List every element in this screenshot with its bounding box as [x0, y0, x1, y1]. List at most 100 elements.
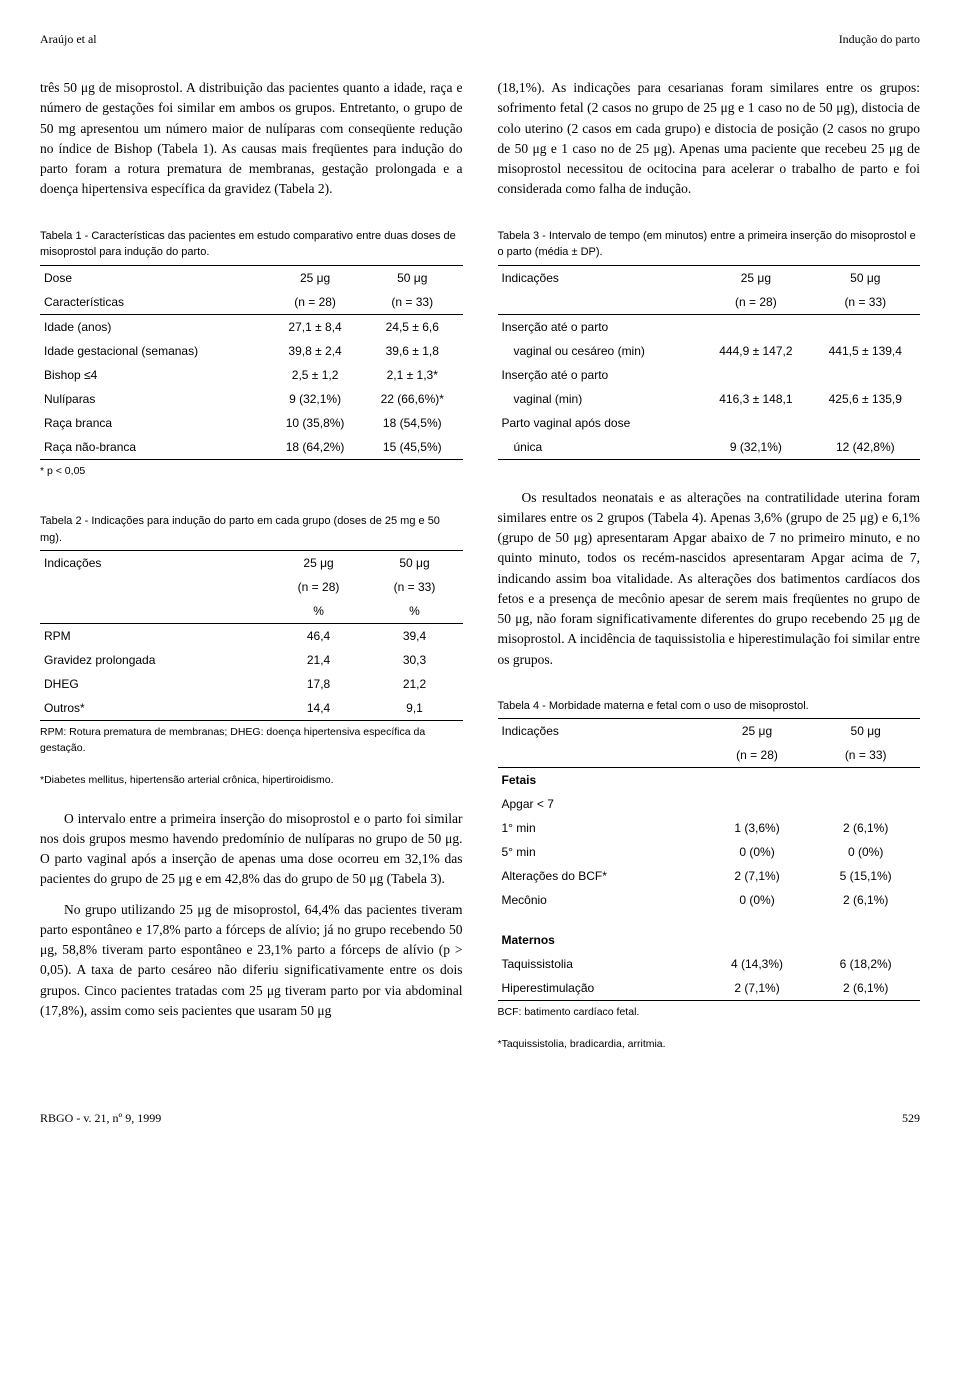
table4-fetais-header: Fetais — [498, 768, 921, 793]
table-cell: 444,9 ± 147,2 — [701, 339, 810, 363]
table4-col-50: 50 μg — [811, 719, 920, 744]
right-column: Tabela 3 - Intervalo de tempo (em minuto… — [498, 210, 921, 1069]
table1-dose-header: Dose — [40, 265, 268, 290]
table-cell: 14,4 — [271, 696, 367, 721]
table4-apgar-header: Apgar < 7 — [498, 792, 703, 816]
table-row-label: 1° min — [498, 816, 703, 840]
table-row-label: 5° min — [498, 840, 703, 864]
top-left-paragraph: três 50 μg de misoprostol. A distribuiçã… — [40, 78, 463, 200]
table-row-label: Idade gestacional (semanas) — [40, 339, 268, 363]
table-row-sublabel: vaginal (min) — [498, 387, 702, 411]
table2-col-25: 25 μg — [271, 551, 367, 576]
table4-n33: (n = 33) — [811, 743, 920, 768]
table-cell: 4 (14,3%) — [703, 952, 812, 976]
footer-journal: RBGO - v. 21, nº 9, 1999 — [40, 1109, 161, 1127]
table-cell: 2,5 ± 1,2 — [268, 363, 362, 387]
table4-caption: Tabela 4 - Morbidade materna e fetal com… — [498, 680, 921, 715]
table-cell: 46,4 — [271, 624, 367, 649]
table-cell: 18 (54,5%) — [362, 411, 462, 435]
page-header: Araújo et al Indução do parto — [40, 30, 920, 48]
table4-note2: *Taquissistolia, bradicardia, arritmia. — [498, 1037, 921, 1053]
table4-ind-header: Indicações — [498, 719, 703, 744]
table-row-label: Raça não-branca — [40, 435, 268, 460]
table4-note1: BCF: batimento cardíaco fetal. — [498, 1005, 921, 1021]
table1-n25: (n = 28) — [268, 290, 362, 315]
table4: Indicações 25 μg 50 μg (n = 28) (n = 33)… — [498, 718, 921, 1001]
table-row-label: RPM — [40, 624, 271, 649]
table-cell: 9 (32,1%) — [701, 435, 810, 460]
table-cell: 21,2 — [367, 672, 463, 696]
table1-char-header: Características — [40, 290, 268, 315]
table-cell: 9 (32,1%) — [268, 387, 362, 411]
table-row-label: Hiperestimulação — [498, 976, 703, 1001]
footer-page-number: 529 — [902, 1109, 920, 1127]
table2-ind-header: Indicações — [40, 551, 271, 576]
table3-col-25: 25 μg — [701, 265, 810, 290]
table-cell: 39,6 ± 1,8 — [362, 339, 462, 363]
table-cell: 24,5 ± 6,6 — [362, 314, 462, 339]
table2: Indicações 25 μg 50 μg (n = 28) (n = 33)… — [40, 550, 463, 721]
top-columns: três 50 μg de misoprostol. A distribuiçã… — [40, 78, 920, 210]
table4-n25: (n = 28) — [703, 743, 812, 768]
table-cell: 22 (66,6%)* — [362, 387, 462, 411]
table-row-label: Nulíparas — [40, 387, 268, 411]
table-row-label: Outros* — [40, 696, 271, 721]
table1-col-50: 50 μg — [362, 265, 462, 290]
table-cell: 15 (45,5%) — [362, 435, 462, 460]
table-cell: 5 (15,1%) — [811, 864, 920, 888]
table-row-label: Idade (anos) — [40, 314, 268, 339]
table-cell: 6 (18,2%) — [811, 952, 920, 976]
table-row-sublabel: única — [498, 435, 702, 460]
table-cell: 425,6 ± 135,9 — [811, 387, 920, 411]
table-cell: 39,4 — [367, 624, 463, 649]
right-para-1: Os resultados neonatais e as alterações … — [498, 488, 921, 670]
main-columns: Tabela 1 - Características das pacientes… — [40, 210, 920, 1069]
table2-caption: Tabela 2 - Indicações para indução do pa… — [40, 495, 463, 546]
table-cell: 416,3 ± 148,1 — [701, 387, 810, 411]
table-cell: 0 (0%) — [811, 840, 920, 864]
table-cell: 18 (64,2%) — [268, 435, 362, 460]
table-row-label: Bishop ≤4 — [40, 363, 268, 387]
table-row-label: Parto vaginal após dose — [498, 411, 702, 435]
table1-note: * p < 0,05 — [40, 464, 463, 480]
table-cell: 27,1 ± 8,4 — [268, 314, 362, 339]
table-row-label: Gravidez prolongada — [40, 648, 271, 672]
table3-caption: Tabela 3 - Intervalo de tempo (em minuto… — [498, 210, 921, 261]
table-row-label: Taquissistolia — [498, 952, 703, 976]
table2-col-50: 50 μg — [367, 551, 463, 576]
table-cell: 441,5 ± 139,4 — [811, 339, 920, 363]
table2-n33: (n = 33) — [367, 575, 463, 599]
table-cell: 2,1 ± 1,3* — [362, 363, 462, 387]
table-cell: 10 (35,8%) — [268, 411, 362, 435]
table-cell: 1 (3,6%) — [703, 816, 812, 840]
table-row-label: Alterações do BCF* — [498, 864, 703, 888]
table-cell: 21,4 — [271, 648, 367, 672]
table2-note1: RPM: Rotura prematura de membranas; DHEG… — [40, 725, 463, 757]
table-cell: 9,1 — [367, 696, 463, 721]
table3-col-50: 50 μg — [811, 265, 920, 290]
table1-n33: (n = 33) — [362, 290, 462, 315]
table-cell: 0 (0%) — [703, 888, 812, 912]
table3: Indicações 25 μg 50 μg (n = 28) (n = 33)… — [498, 265, 921, 460]
table2-pct-25: % — [271, 599, 367, 624]
table1-col-25: 25 μg — [268, 265, 362, 290]
table2-note2: *Diabetes mellitus, hipertensão arterial… — [40, 773, 463, 789]
table-cell: 0 (0%) — [703, 840, 812, 864]
table-row-label: Mecônio — [498, 888, 703, 912]
table-cell: 2 (6,1%) — [811, 888, 920, 912]
table-cell: 17,8 — [271, 672, 367, 696]
left-para-2: O intervalo entre a primeira inserção do… — [40, 809, 463, 890]
table4-col-25: 25 μg — [703, 719, 812, 744]
header-left: Araújo et al — [40, 30, 97, 48]
table-row-sublabel: vaginal ou cesáreo (min) — [498, 339, 702, 363]
table-row-label: Inserção até o parto — [498, 314, 702, 339]
table-cell: 12 (42,8%) — [811, 435, 920, 460]
table2-pct-50: % — [367, 599, 463, 624]
header-right: Indução do parto — [839, 30, 920, 48]
table3-n33: (n = 33) — [811, 290, 920, 315]
table3-ind-header: Indicações — [498, 265, 702, 290]
left-column: Tabela 1 - Características das pacientes… — [40, 210, 463, 1069]
table-cell: 2 (6,1%) — [811, 976, 920, 1001]
table-cell: 39,8 ± 2,4 — [268, 339, 362, 363]
table-row-label: DHEG — [40, 672, 271, 696]
